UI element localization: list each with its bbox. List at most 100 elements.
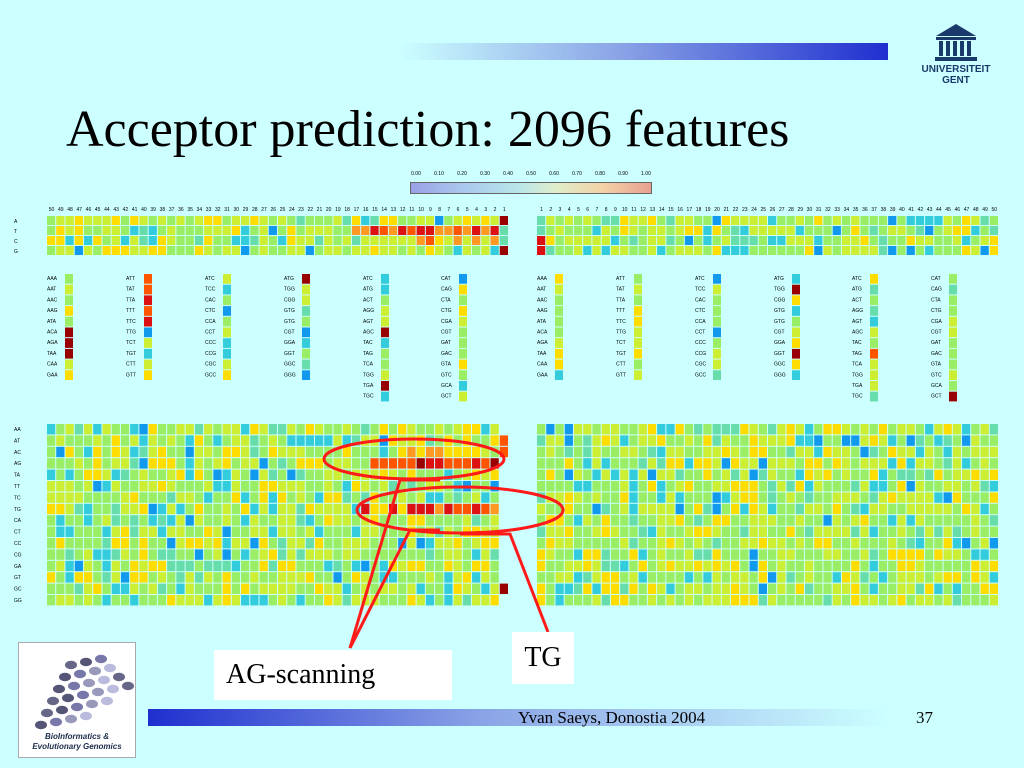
heatmap-cell	[278, 424, 287, 435]
trinucleotide-label: TTT	[616, 308, 625, 314]
heatmap-cell	[943, 424, 952, 435]
heatmap-cell	[425, 572, 435, 583]
heatmap-cell	[915, 538, 925, 549]
heatmap-cell	[583, 549, 592, 560]
heatmap-cell	[167, 595, 176, 606]
heatmap-cell	[148, 246, 157, 255]
heatmap-cell	[444, 236, 453, 245]
heatmap-cell	[83, 503, 93, 515]
heatmap-cell	[601, 503, 610, 515]
heatmap-cell	[213, 246, 222, 255]
heatmap-cell	[490, 446, 499, 458]
heatmap-cell	[638, 446, 647, 458]
trinucleotide-label: GTG	[284, 319, 295, 325]
heatmap-cell	[139, 515, 148, 526]
heatmap-cell	[111, 216, 120, 225]
heatmap-cell	[342, 583, 351, 594]
heatmap-cell	[74, 515, 83, 526]
heatmap-cell	[758, 560, 767, 572]
trinucleotide-label: CTC	[695, 308, 706, 314]
heatmap-cell	[943, 226, 952, 235]
heatmap-cell	[949, 381, 957, 391]
heatmap-cell	[583, 560, 592, 572]
heatmap-cell	[971, 560, 980, 572]
heatmap-cell	[157, 572, 167, 583]
heatmap-cell	[157, 595, 167, 606]
heatmap-cell	[989, 424, 998, 435]
heatmap-cell	[768, 424, 777, 435]
heatmap-cell	[870, 338, 878, 348]
heatmap-cell	[120, 424, 130, 435]
heatmap-cell	[296, 515, 305, 526]
heatmap-cell	[620, 503, 629, 515]
heatmap-cell	[241, 458, 250, 469]
dinucleotide-row-label: GG	[14, 598, 22, 604]
heatmap-cell	[194, 503, 204, 515]
heatmap-cell	[93, 216, 102, 225]
heatmap-cell	[573, 435, 583, 446]
heatmap-cell	[906, 526, 915, 537]
position-label-left: 24	[289, 207, 295, 213]
heatmap-cell	[56, 246, 65, 255]
heatmap-cell	[740, 481, 749, 492]
heatmap-cell	[814, 595, 823, 606]
heatmap-cell	[148, 549, 157, 560]
trinucleotide-label: GAT	[931, 340, 941, 346]
heatmap-cell	[962, 246, 971, 255]
heatmap-cell	[93, 469, 102, 480]
heatmap-cell	[65, 424, 74, 435]
heatmap-cell	[684, 595, 694, 606]
heatmap-cell	[555, 572, 564, 583]
heatmap-cell	[296, 424, 305, 435]
heatmap-cell	[666, 446, 675, 458]
heatmap-cell	[749, 572, 758, 583]
heatmap-cell	[555, 246, 564, 255]
heatmap-cell	[601, 583, 610, 594]
logo-dot	[50, 717, 62, 727]
heatmap-cell	[287, 481, 296, 492]
nucleotide-row-label: G	[14, 249, 18, 255]
heatmap-cell	[278, 446, 287, 458]
heatmap-cell	[703, 469, 712, 480]
heatmap-cell	[379, 560, 388, 572]
heatmap-cell	[638, 469, 647, 480]
heatmap-cell	[962, 216, 971, 225]
heatmap-cell	[259, 458, 268, 469]
heatmap-cell	[546, 526, 555, 537]
heatmap-cell	[971, 446, 980, 458]
heatmap-cell	[278, 503, 287, 515]
heatmap-cell	[314, 526, 324, 537]
heatmap-cell	[943, 246, 952, 255]
position-label-left: 27	[261, 207, 267, 213]
heatmap-cell	[804, 446, 814, 458]
heatmap-cell	[795, 236, 804, 245]
heatmap-cell	[703, 236, 712, 245]
heatmap-cell	[278, 595, 287, 606]
heatmap-cell	[176, 526, 185, 537]
heatmap-cell	[740, 246, 749, 255]
colorbar-tick-label: 0.00	[411, 171, 421, 177]
heatmap-cell	[915, 583, 925, 594]
heatmap-cell	[555, 526, 564, 537]
heatmap-cell	[361, 492, 370, 503]
heatmap-cell	[459, 359, 467, 370]
heatmap-cell	[555, 284, 563, 295]
trinucleotide-label: GTG	[284, 308, 295, 314]
heatmap-cell	[823, 246, 832, 255]
heatmap-cell	[250, 560, 259, 572]
heatmap-cell	[962, 226, 971, 235]
heatmap-cell	[712, 560, 721, 572]
heatmap-cell	[795, 481, 804, 492]
heatmap-cell	[167, 226, 176, 235]
heatmap-cell	[989, 572, 998, 583]
heatmap-cell	[878, 549, 888, 560]
trinucleotide-label: CGA	[931, 319, 943, 325]
heatmap-cell	[388, 458, 398, 469]
heatmap-cell	[564, 226, 573, 235]
heatmap-cell	[684, 226, 694, 235]
heatmap-cell	[148, 446, 157, 458]
heatmap-cell	[370, 526, 379, 537]
heatmap-cell	[361, 446, 370, 458]
heatmap-cell	[305, 246, 314, 255]
heatmap-cell	[906, 538, 915, 549]
